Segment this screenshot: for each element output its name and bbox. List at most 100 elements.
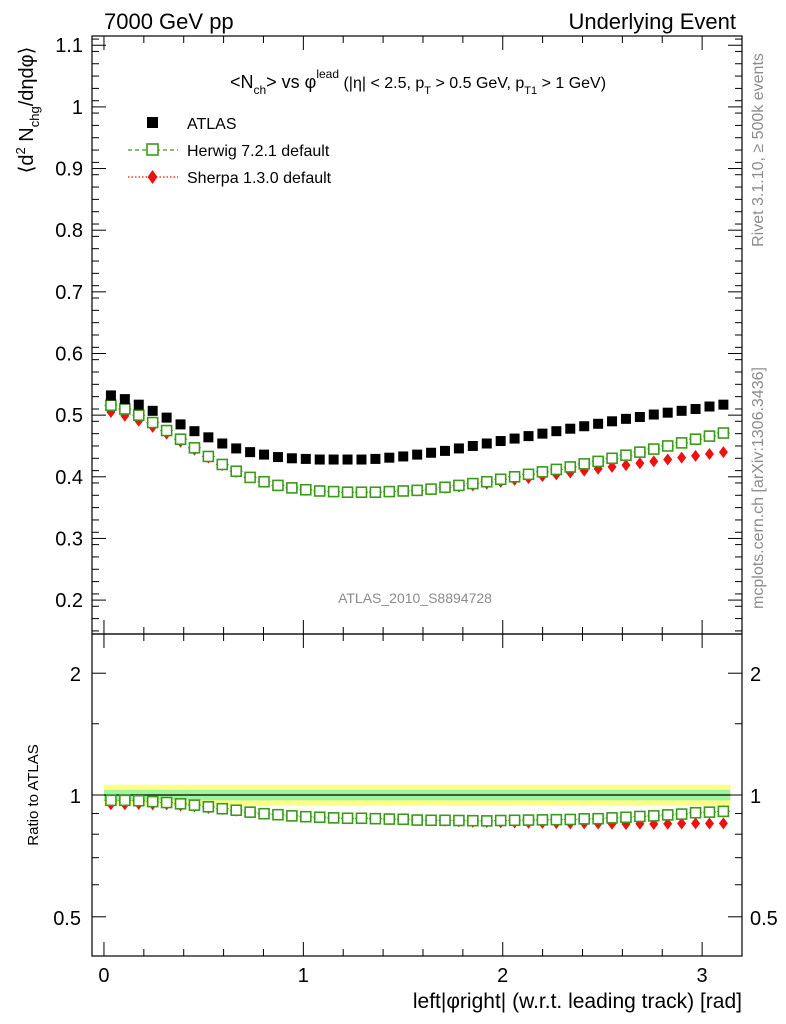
xtick-label: 2 xyxy=(497,965,508,987)
data-point-square-filled xyxy=(384,452,395,463)
data-point-square-open xyxy=(564,461,577,473)
header-left-label: 7000 GeV pp xyxy=(104,9,234,34)
data-point-square-open xyxy=(550,463,563,476)
legend-marker-herwig xyxy=(146,143,159,156)
analysis-watermark: ATLAS_2010_S8894728 xyxy=(338,590,492,606)
ratio-point-square-open xyxy=(244,806,256,818)
data-point-square-open xyxy=(258,475,270,488)
main-ytick-label: 0.7 xyxy=(55,282,83,304)
ratio-point-diamond-filled xyxy=(663,817,673,830)
data-point-diamond-filled xyxy=(635,457,645,470)
data-point-square-open xyxy=(105,399,117,412)
ratio-point-square-open xyxy=(620,811,632,824)
data-point-square-filled xyxy=(607,416,618,427)
ratio-point-square-open xyxy=(272,808,284,821)
main-panel-axes: 0.2 0.3 0.4 0.5 0.6 0.7 0.8 0.9 1 1.1 xyxy=(55,35,742,634)
ratio-point-square-open xyxy=(425,814,437,827)
ratio-point-square-open xyxy=(286,810,298,822)
data-point-square-open xyxy=(160,424,173,437)
data-point-square-open xyxy=(592,455,604,468)
ratio-point-square-open xyxy=(146,795,159,808)
data-point-square-filled xyxy=(370,453,381,464)
xtick-label: 3 xyxy=(697,965,708,987)
main-panel-title: <Nch> vs φlead (|η| < 2.5, pT > 0.5 GeV,… xyxy=(230,67,606,97)
ratio-point-square-open xyxy=(522,814,535,826)
ratio-point-square-open xyxy=(341,812,354,825)
header-right-label: Underlying Event xyxy=(568,9,736,34)
legend-label-atlas: ATLAS xyxy=(187,116,237,133)
main-ytick-label: 0.3 xyxy=(55,528,83,550)
legend-marker-sherpa xyxy=(147,170,158,184)
data-point-square-filled xyxy=(690,403,701,414)
data-point-square-open xyxy=(647,443,660,455)
ratio-point-square-open xyxy=(578,813,591,825)
data-point-square-open xyxy=(313,485,326,497)
data-point-square-filled xyxy=(579,421,590,432)
data-point-square-open xyxy=(327,485,340,498)
main-panel-ylabel: ⟨d2 Nchg/dηdφ⟩ xyxy=(13,47,42,174)
data-point-diamond-filled xyxy=(677,451,687,464)
ratio-point-square-open xyxy=(592,812,604,825)
ratio-point-square-open xyxy=(453,814,465,827)
data-point-square-filled xyxy=(161,412,172,423)
data-point-diamond-filled xyxy=(621,459,631,472)
data-point-square-filled xyxy=(105,390,116,401)
x-axis-label: left|φright| (w.r.t. leading track) [rad… xyxy=(413,990,742,1013)
data-point-square-filled xyxy=(342,454,353,465)
data-point-square-open xyxy=(522,468,535,481)
main-ytick-label: 0.5 xyxy=(55,405,83,427)
ratio-point-square-open xyxy=(467,814,479,827)
data-point-square-filled xyxy=(495,436,506,447)
ratio-point-diamond-filled xyxy=(677,817,687,830)
data-point-square-open xyxy=(230,465,242,478)
ratio-point-square-open xyxy=(494,814,507,827)
ratio-point-diamond-filled xyxy=(691,817,701,830)
data-point-diamond-filled xyxy=(704,447,714,460)
ratio-point-diamond-filled xyxy=(718,817,728,830)
ratio-point-diamond-filled xyxy=(704,817,714,830)
ratio-point-square-open xyxy=(508,814,521,827)
data-point-square-open xyxy=(411,484,423,497)
xtick-label: 0 xyxy=(98,965,109,987)
mcplots-label: mcplots.cern.ch [arXiv:1306.3436] xyxy=(750,367,767,609)
data-point-square-filled xyxy=(245,447,256,458)
ratio-point-square-open xyxy=(717,805,730,818)
ratio-point-square-open xyxy=(689,806,702,819)
main-ytick-label: 1 xyxy=(72,97,83,119)
ratio-point-square-open xyxy=(606,812,618,824)
main-ytick-label: 1.1 xyxy=(55,35,83,57)
data-point-square-filled xyxy=(286,453,297,464)
data-point-square-filled xyxy=(523,431,534,442)
data-point-square-open xyxy=(634,446,646,458)
ratio-point-square-open xyxy=(675,808,688,820)
ratio-point-square-open xyxy=(132,794,145,807)
ratio-point-square-open xyxy=(564,813,577,826)
main-ytick-label: 0.9 xyxy=(55,159,83,181)
data-point-square-open xyxy=(467,477,479,490)
ratio-ytick-label: 0.5 xyxy=(53,908,81,930)
data-point-square-open xyxy=(300,483,312,496)
data-point-square-filled xyxy=(300,453,311,464)
data-point-square-filled xyxy=(662,407,673,418)
ratio-point-square-open xyxy=(105,794,117,807)
ratio-ytick-label-right: 2 xyxy=(750,664,761,686)
data-point-square-open xyxy=(689,433,702,445)
data-point-square-filled xyxy=(133,399,144,410)
ratio-ytick-label-right: 0.5 xyxy=(750,908,778,930)
ratio-panel-axes: 0 1 2 3 0.5 0.5 1 1 2 2 xyxy=(53,634,778,987)
data-point-diamond-filled xyxy=(663,453,673,466)
data-point-square-filled xyxy=(412,449,423,460)
ratio-ytick-label-right: 1 xyxy=(750,786,761,808)
data-point-square-open xyxy=(439,481,451,494)
data-point-square-filled xyxy=(467,440,478,451)
ratio-point-square-open xyxy=(480,815,493,827)
ratio-point-square-open xyxy=(355,812,368,825)
data-point-square-filled xyxy=(537,428,548,439)
data-point-square-filled xyxy=(147,405,158,416)
data-point-square-filled xyxy=(189,426,200,437)
ratio-point-square-open xyxy=(634,810,646,823)
data-point-square-filled xyxy=(620,413,631,424)
ratio-point-square-open xyxy=(216,802,229,815)
ratio-point-square-open xyxy=(439,814,451,827)
